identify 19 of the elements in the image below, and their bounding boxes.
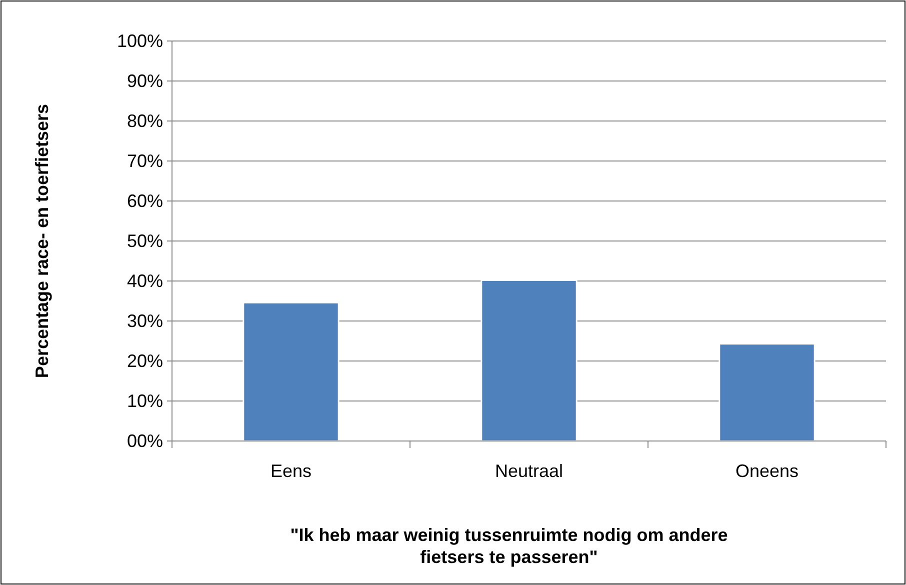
bar [242, 302, 340, 442]
y-tick-label: 60% [126, 190, 163, 211]
x-tick-label: Neutraal [494, 461, 564, 481]
y-tick-label: 90% [126, 70, 163, 91]
x-tick-label: Oneens [735, 461, 799, 481]
x-axis-title: "Ik heb maar weinig tussenruimte nodig om andere fietsers te passeren" [290, 525, 728, 567]
y-tick-label: 80% [126, 110, 163, 131]
y-tick-label: 10% [126, 390, 163, 411]
x-tick-label: Eens [270, 461, 312, 481]
bar [480, 279, 578, 442]
y-tick-label: 30% [126, 310, 163, 331]
y-tick-label: 100% [116, 30, 163, 51]
bar [718, 343, 816, 442]
y-tick-label: 00% [126, 430, 163, 451]
y-tick-label: 20% [126, 350, 163, 371]
y-tick-label: 50% [126, 230, 163, 251]
y-tick-label: 70% [126, 150, 163, 171]
y-tick-label: 40% [126, 270, 163, 291]
y-axis-title: Percentage race- en toerfietsers [32, 104, 52, 378]
